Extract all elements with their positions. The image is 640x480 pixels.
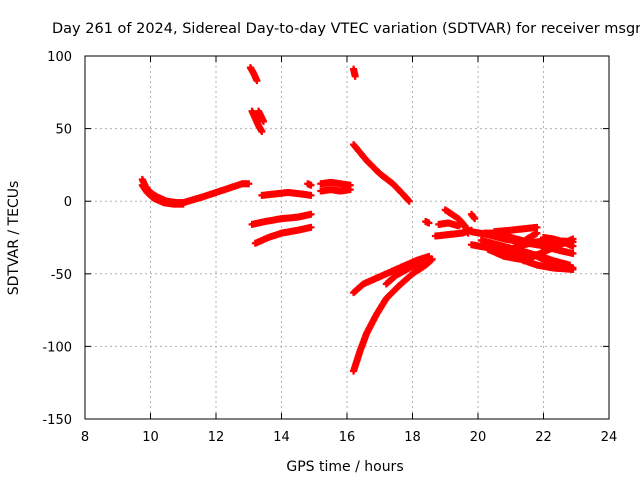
x-tick-labels: 8 10 12 14 16 18 20 22 24 xyxy=(81,430,617,445)
series-arc-6 xyxy=(258,188,315,199)
series-arc-12 xyxy=(350,65,359,80)
series-arc-26 xyxy=(484,245,577,273)
y-tick-label: 50 xyxy=(55,123,72,138)
x-tick-label: 18 xyxy=(404,430,421,445)
series-arc-2 xyxy=(138,181,187,208)
series-arc-29 xyxy=(490,223,541,236)
series-arc-16 xyxy=(382,257,426,288)
data-point xyxy=(258,128,266,136)
data-point xyxy=(259,117,267,125)
series-arc-4 xyxy=(248,107,266,136)
data-point xyxy=(425,252,433,260)
data-point xyxy=(569,249,577,257)
data-point xyxy=(405,197,413,205)
data-point xyxy=(179,200,187,208)
x-tick-label: 22 xyxy=(535,430,552,445)
series-arc-11 xyxy=(317,186,354,195)
series-arc-14 xyxy=(350,255,436,375)
series-arc-3 xyxy=(246,64,261,85)
grid xyxy=(85,56,609,419)
x-tick-label: 10 xyxy=(142,430,159,445)
x-tick-label: 16 xyxy=(339,430,356,445)
axis-ticks xyxy=(84,55,610,420)
data-point xyxy=(307,210,315,218)
chart-title: Day 261 of 2024, Sidereal Day-to-day VTE… xyxy=(52,21,640,37)
y-tick-label: 0 xyxy=(64,195,72,210)
data-points xyxy=(138,64,577,375)
data-point xyxy=(569,242,577,250)
data-point xyxy=(418,257,426,265)
data-point xyxy=(245,180,253,188)
series-arc-28 xyxy=(503,229,541,259)
y-tick-label: -50 xyxy=(51,268,72,283)
series-arc-10 xyxy=(317,178,354,189)
y-tick-label: -100 xyxy=(42,340,72,355)
data-point xyxy=(425,219,433,227)
data-point xyxy=(307,191,315,199)
data-point xyxy=(471,215,479,223)
data-point xyxy=(346,186,354,194)
series-arc-13 xyxy=(350,141,413,205)
x-axis-label: GPS time / hours xyxy=(286,459,403,475)
y-axis-label: SDTVAR / TECUs xyxy=(6,181,22,296)
series-arc-9 xyxy=(304,180,315,189)
data-point xyxy=(569,235,577,243)
series-arc-31 xyxy=(540,234,577,250)
data-point xyxy=(351,72,359,80)
series-arc-5 xyxy=(255,107,267,125)
data-point xyxy=(533,223,541,231)
x-tick-label: 14 xyxy=(273,430,290,445)
x-tick-label: 12 xyxy=(208,430,225,445)
series-arc-19 xyxy=(431,226,475,240)
x-tick-label: 8 xyxy=(81,430,89,445)
data-point xyxy=(307,223,315,231)
series-arc-20 xyxy=(441,206,472,237)
y-tick-label: 100 xyxy=(47,50,72,65)
data-point xyxy=(569,265,577,273)
data-point xyxy=(307,181,315,189)
series-arc-17 xyxy=(422,218,433,227)
x-tick-label: 20 xyxy=(470,430,487,445)
series-arc-7 xyxy=(248,210,315,228)
series-arc-21 xyxy=(467,210,479,223)
series-arc-8 xyxy=(251,223,315,247)
data-point xyxy=(253,77,261,85)
x-tick-label: 24 xyxy=(601,430,618,445)
y-tick-label: -150 xyxy=(42,413,72,428)
y-tick-labels: -150 -100 -50 0 50 100 xyxy=(42,50,72,428)
